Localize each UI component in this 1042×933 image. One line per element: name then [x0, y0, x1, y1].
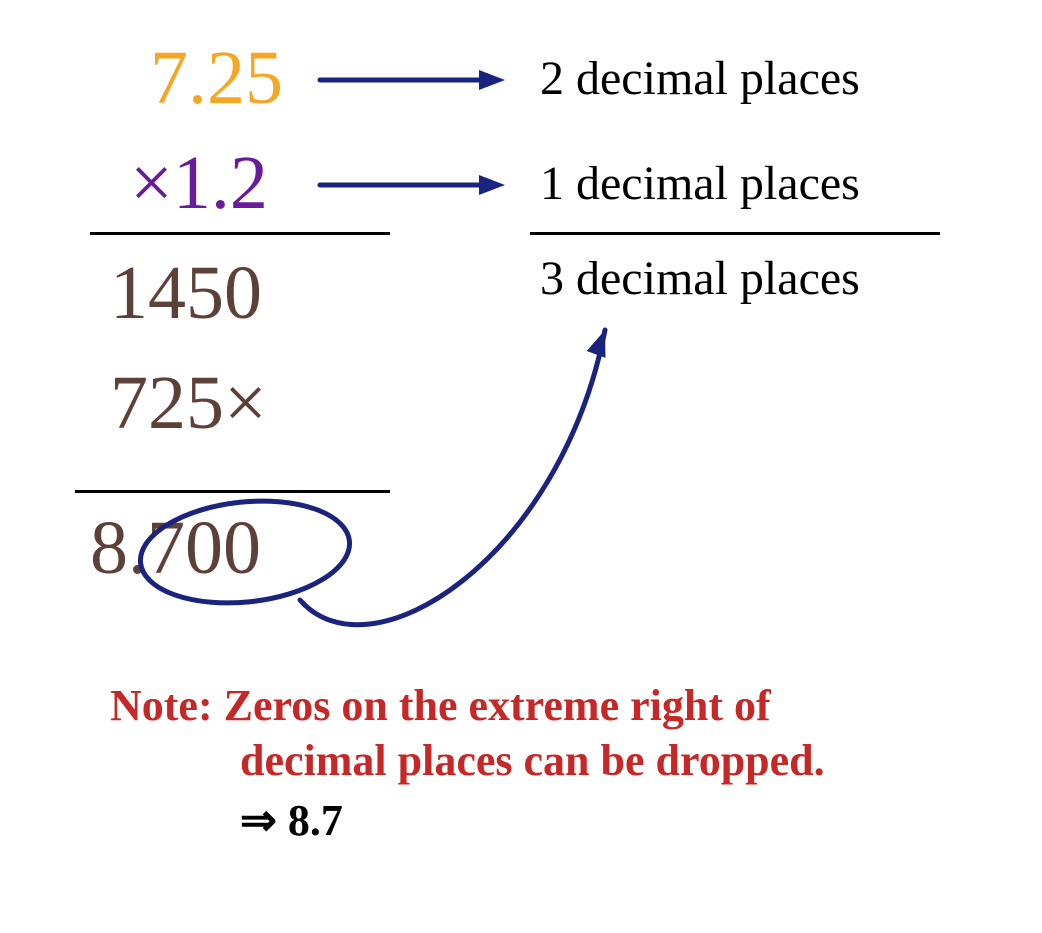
multiplier: ×1.2 [130, 145, 268, 221]
product: 8.700 [90, 510, 261, 586]
right-rule [530, 232, 940, 235]
arrow-mid [320, 175, 505, 195]
label-sum-decimal-places: 3 decimal places [540, 255, 860, 303]
multiplier-value: 1.2 [173, 141, 268, 225]
left-rule-2 [75, 490, 390, 493]
final-value: 8.7 [288, 796, 343, 845]
multiplicand: 7.25 [150, 40, 283, 116]
final-answer: ⇒ 8.7 [240, 795, 343, 848]
arrow-top [320, 70, 505, 90]
multiplier-prefix: × [130, 141, 173, 225]
label-mid-decimal-places: 1 decimal places [540, 160, 860, 208]
partial-product-1: 1450 [110, 255, 262, 331]
note-line-1: Note: Zeros on the extreme right of [110, 680, 771, 733]
implies-icon: ⇒ [240, 796, 288, 845]
label-top-decimal-places: 2 decimal places [540, 55, 860, 103]
partial-product-2: 725× [110, 365, 267, 441]
left-rule-1 [90, 232, 390, 235]
diagram-stage: 7.25 ×1.2 1450 725× 8.700 2 decimal plac… [0, 0, 1042, 933]
curve-arrow [300, 330, 606, 625]
multiplicand-value: 7.25 [150, 36, 283, 120]
note-line-2: decimal places can be dropped. [240, 735, 825, 788]
annotation-overlay [0, 0, 1042, 933]
